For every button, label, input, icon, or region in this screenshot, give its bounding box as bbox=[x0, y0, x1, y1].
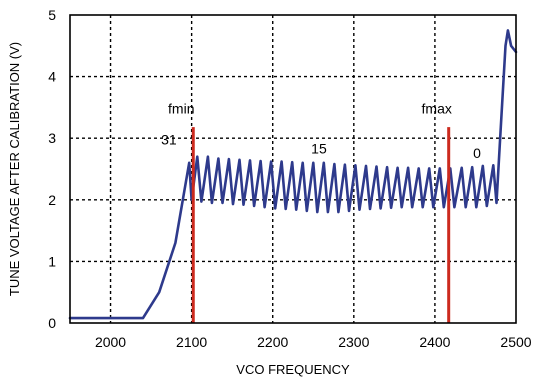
x-tick-label-4: 2400 bbox=[419, 334, 450, 350]
y-axis-title: TUNE VOLTAGE AFTER CALIBRATION (V) bbox=[7, 42, 22, 296]
y-tick-label-5: 5 bbox=[48, 7, 56, 23]
x-tick-label-1: 2100 bbox=[176, 334, 207, 350]
marker-label-fmax: fmax bbox=[422, 101, 452, 117]
annotation-1: 15 bbox=[311, 141, 327, 157]
y-tick-label-2: 2 bbox=[48, 192, 56, 208]
marker-label-fmin: fmin bbox=[168, 101, 194, 117]
y-tick-label-3: 3 bbox=[48, 130, 56, 146]
x-tick-label-2: 2200 bbox=[257, 334, 288, 350]
y-tick-label-0: 0 bbox=[48, 315, 56, 331]
y-tick-labels: 0 1 2 3 4 5 bbox=[48, 7, 56, 331]
annotation-0: 31 bbox=[161, 131, 177, 147]
y-tick-label-4: 4 bbox=[48, 69, 56, 85]
series-layer bbox=[68, 29, 518, 320]
series-line-0 bbox=[68, 29, 518, 320]
grid-lines bbox=[70, 15, 516, 323]
frequency-markers: fmin fmax bbox=[168, 101, 452, 323]
x-tick-label-5: 2500 bbox=[500, 334, 531, 350]
x-tick-label-3: 2300 bbox=[338, 334, 369, 350]
x-axis-title: VCO FREQUENCY bbox=[236, 362, 350, 377]
annotations: 31 15 0 bbox=[161, 131, 481, 161]
y-tick-label-1: 1 bbox=[48, 253, 56, 269]
x-tick-label-0: 2000 bbox=[95, 334, 126, 350]
x-tick-labels: 2000 2100 2200 2300 2400 2500 bbox=[95, 334, 532, 350]
annotation-2: 0 bbox=[473, 145, 481, 161]
plot-frame bbox=[69, 14, 517, 324]
